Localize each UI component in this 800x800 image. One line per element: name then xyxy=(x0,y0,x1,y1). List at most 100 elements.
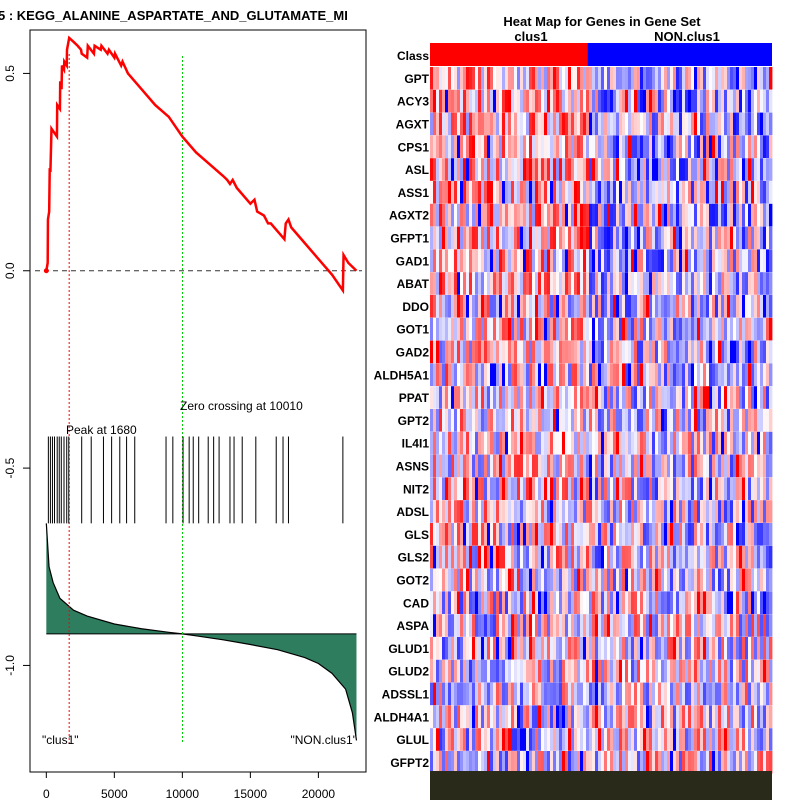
heatmap-cell xyxy=(649,386,653,409)
heatmap-cell xyxy=(535,637,539,660)
heatmap-cell xyxy=(733,272,737,295)
heatmap-cell xyxy=(442,500,446,523)
heatmap-cell xyxy=(622,203,626,227)
heatmap-cell xyxy=(601,568,605,592)
heatmap-cell xyxy=(673,751,677,774)
heatmap-cell xyxy=(568,226,572,250)
heatmap-cell xyxy=(487,67,491,90)
heatmap-cell xyxy=(448,340,452,364)
heatmap-cell xyxy=(547,363,551,386)
heatmap-cell xyxy=(469,751,473,774)
heatmap-cell xyxy=(667,523,671,546)
heatmap-cell xyxy=(484,112,488,136)
heatmap-cell xyxy=(532,728,536,751)
heatmap-cell xyxy=(649,705,653,728)
heatmap-cell xyxy=(541,181,545,204)
heatmap-cell xyxy=(697,523,701,546)
heatmap-cell xyxy=(697,409,701,432)
heatmap-cell xyxy=(520,203,524,227)
heatmap-cell xyxy=(523,89,527,113)
heatmap-cell xyxy=(637,363,641,386)
heatmap-cell xyxy=(655,682,659,706)
heatmap-cell xyxy=(691,363,695,386)
heatmap-cell xyxy=(769,409,773,432)
heatmap-cell xyxy=(445,568,449,592)
heatmap-cell xyxy=(451,477,455,500)
heatmap-cell xyxy=(616,89,620,113)
heatmap-cell xyxy=(529,477,533,500)
heatmap-cell xyxy=(619,89,623,113)
heatmap-cell xyxy=(463,363,467,386)
heatmap-cell xyxy=(556,67,560,90)
heatmap-cell xyxy=(430,181,434,204)
heatmap-cell xyxy=(658,409,662,432)
heatmap-cell xyxy=(625,637,629,660)
heatmap-cell xyxy=(454,523,458,546)
heatmap-cell xyxy=(562,363,566,386)
heatmap-cell xyxy=(736,523,740,546)
heatmap-cell xyxy=(559,272,563,295)
heatmap-cell xyxy=(661,682,665,706)
heatmap-cell xyxy=(658,386,662,409)
heatmap-cell xyxy=(643,751,647,774)
heatmap-cell xyxy=(553,317,557,341)
heatmap-cell xyxy=(478,591,482,614)
heatmap-cell xyxy=(451,591,455,614)
heatmap-cell xyxy=(697,181,701,204)
heatmap-cell xyxy=(508,659,512,683)
heatmap-cell xyxy=(721,181,725,204)
heatmap-cell xyxy=(559,682,563,706)
heatmap-cell xyxy=(523,659,527,683)
heatmap-cell xyxy=(526,363,530,386)
heatmap-cell xyxy=(520,135,524,158)
heatmap-cell xyxy=(631,272,635,295)
heatmap-cell xyxy=(625,523,629,546)
heatmap-cell xyxy=(730,591,734,614)
heatmap-cell xyxy=(733,659,737,683)
heatmap-cell xyxy=(448,67,452,90)
heatmap-cell xyxy=(634,614,638,637)
heatmap-cell xyxy=(703,568,707,592)
heatmap-cell xyxy=(694,591,698,614)
heatmap-cell xyxy=(619,317,623,341)
heatmap-cell xyxy=(529,591,533,614)
heatmap-cell xyxy=(430,751,434,774)
heatmap-cell xyxy=(718,135,722,158)
heatmap-cell xyxy=(667,89,671,113)
heatmap-cell xyxy=(583,181,587,204)
heatmap-cell xyxy=(763,158,767,181)
heatmap-cell xyxy=(607,272,611,295)
heatmap-cell xyxy=(520,340,524,364)
heatmap-cell xyxy=(637,591,641,614)
heatmap-cell xyxy=(724,431,728,455)
heatmap-cell xyxy=(550,67,554,90)
heatmap-cell xyxy=(484,477,488,500)
heatmap-cell xyxy=(691,591,695,614)
heatmap-cell xyxy=(610,614,614,637)
gene-label: ASL xyxy=(405,163,429,177)
heatmap-cell xyxy=(730,386,734,409)
heatmap-cell xyxy=(637,386,641,409)
heatmap-cell xyxy=(505,454,509,478)
heatmap-cell xyxy=(739,272,743,295)
heatmap-cell xyxy=(472,523,476,546)
heatmap-cell xyxy=(439,477,443,500)
heatmap-cell xyxy=(721,112,725,136)
heatmap-cell xyxy=(460,89,464,113)
heatmap-cell xyxy=(595,249,599,272)
heatmap-cell xyxy=(505,295,509,318)
heatmap-cell xyxy=(655,705,659,728)
heatmap-cell xyxy=(523,409,527,432)
heatmap-cell xyxy=(580,705,584,728)
heatmap-cell xyxy=(754,158,758,181)
heatmap-cell xyxy=(511,568,515,592)
heatmap-cell xyxy=(622,454,626,478)
heatmap-cell xyxy=(727,431,731,455)
gene-label: NIT2 xyxy=(403,482,429,496)
gene-label: CAD xyxy=(403,596,429,610)
heatmap-cell xyxy=(514,682,518,706)
heatmap-cell xyxy=(538,386,542,409)
heatmap-cell xyxy=(637,317,641,341)
heatmap-cell xyxy=(514,295,518,318)
heatmap-cell xyxy=(715,682,719,706)
